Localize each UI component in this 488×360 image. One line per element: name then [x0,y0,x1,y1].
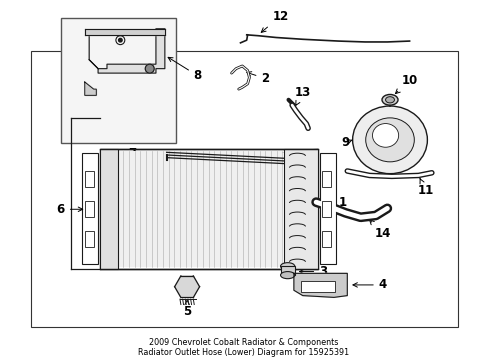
Bar [301,282,334,292]
Text: 4: 4 [352,278,386,292]
Bar [280,266,294,275]
Ellipse shape [372,123,398,147]
Text: 11: 11 [417,179,433,197]
Text: 2: 2 [246,72,269,85]
Text: 3: 3 [299,265,326,278]
Bar [118,150,282,267]
Text: 14: 14 [369,220,390,240]
Text: 10: 10 [395,74,417,94]
Polygon shape [84,82,96,95]
Text: 7: 7 [127,147,163,160]
Text: 5: 5 [183,300,191,318]
Bar [100,149,317,269]
Polygon shape [89,28,164,73]
Polygon shape [84,28,164,35]
Bar [84,171,94,187]
Circle shape [145,64,154,73]
Bar [100,149,118,269]
Bar [84,231,94,247]
Text: 2009 Chevrolet Cobalt Radiator & Components
Radiator Outlet Hose (Lower) Diagram: 2009 Chevrolet Cobalt Radiator & Compone… [138,338,349,357]
Text: 8: 8 [168,57,202,82]
Polygon shape [293,273,346,297]
Ellipse shape [280,263,294,270]
Ellipse shape [381,94,397,105]
Text: 13: 13 [294,86,310,105]
Ellipse shape [365,118,413,162]
Bar [84,201,94,217]
Text: 6: 6 [57,203,82,216]
Bar [322,171,330,187]
Bar [61,18,176,143]
Polygon shape [174,276,199,297]
Ellipse shape [385,97,394,103]
Bar [319,153,335,265]
Text: 9: 9 [341,136,352,149]
Circle shape [118,39,122,42]
Text: 12: 12 [261,10,288,32]
Ellipse shape [280,271,294,279]
Bar [82,153,98,265]
Text: 1: 1 [292,195,346,210]
Bar [284,149,317,269]
Bar [322,201,330,217]
Ellipse shape [352,106,427,174]
Bar [322,231,330,247]
Bar [31,51,457,327]
